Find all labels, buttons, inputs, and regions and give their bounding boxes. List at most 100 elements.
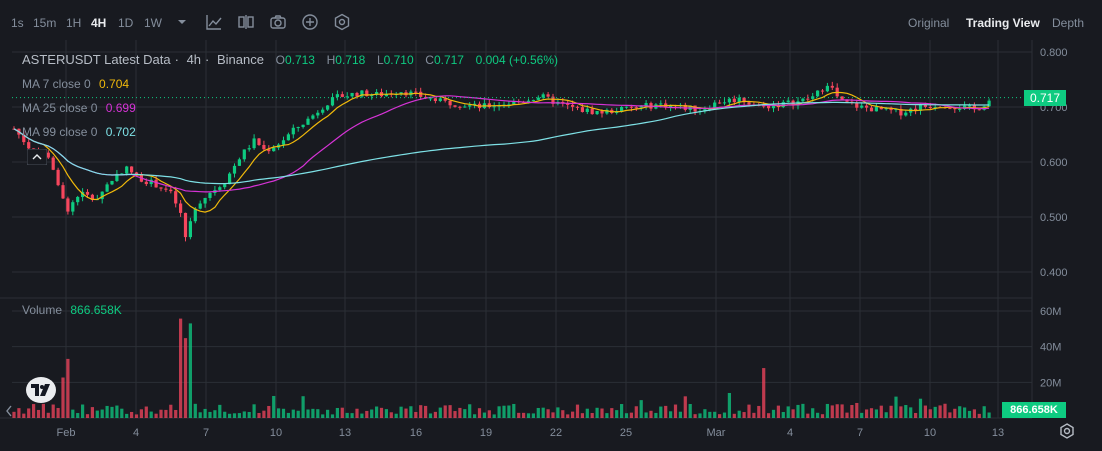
volume-bar bbox=[580, 413, 584, 418]
volume-bar bbox=[443, 405, 447, 418]
volume-bar bbox=[22, 413, 26, 418]
legend-low: 0.710 bbox=[383, 53, 414, 67]
volume-bar bbox=[904, 405, 908, 418]
candle-body bbox=[571, 104, 575, 107]
date-axis-label: 7 bbox=[203, 427, 209, 439]
view-depth[interactable]: Depth bbox=[1052, 16, 1085, 30]
candle-body bbox=[428, 98, 433, 100]
candle-body bbox=[629, 106, 633, 108]
candle-body bbox=[923, 104, 927, 107]
volume-bar bbox=[183, 338, 188, 418]
candle-body bbox=[732, 98, 736, 103]
volume-bar bbox=[316, 409, 320, 418]
candle-body bbox=[801, 98, 805, 102]
date-axis-label: 22 bbox=[550, 427, 562, 439]
volume-bar bbox=[76, 413, 80, 418]
volume-bar bbox=[291, 409, 295, 418]
date-axis-label: 4 bbox=[133, 427, 139, 439]
volume-bar bbox=[438, 407, 442, 418]
view-original[interactable]: Original bbox=[908, 16, 950, 30]
legend-change: 0.004 (+0.56%) bbox=[475, 53, 558, 67]
indicator-icon[interactable] bbox=[205, 13, 223, 31]
volume-bar bbox=[982, 406, 986, 418]
candle-body bbox=[345, 96, 349, 98]
volume-bar bbox=[404, 408, 408, 418]
candle-body bbox=[130, 166, 134, 173]
candle-body bbox=[286, 134, 290, 141]
chart-settings-gear-icon[interactable] bbox=[1058, 422, 1076, 440]
volume-bar bbox=[477, 408, 482, 418]
candle-body bbox=[830, 85, 834, 88]
timeframe-1s[interactable]: 1s bbox=[11, 16, 24, 30]
volume-bar bbox=[698, 413, 702, 418]
scroll-left-icon[interactable] bbox=[4, 404, 14, 418]
volume-bar bbox=[703, 409, 707, 418]
volume-bar bbox=[860, 412, 864, 418]
legend-interval: 4h bbox=[186, 52, 202, 67]
view-trading-view[interactable]: Trading View bbox=[966, 16, 1040, 30]
candle-body bbox=[845, 99, 849, 102]
timeframe-4h[interactable]: 4H bbox=[91, 16, 107, 30]
volume-bar bbox=[972, 409, 976, 418]
volume-bar bbox=[713, 411, 717, 418]
candle-body bbox=[575, 106, 580, 108]
collapse-legend-chevron-up-icon[interactable] bbox=[27, 149, 47, 165]
volume-bar bbox=[943, 403, 947, 418]
volume-bar bbox=[771, 409, 776, 418]
candle-body bbox=[737, 97, 741, 103]
volume-bar bbox=[208, 411, 212, 418]
volume-bar bbox=[571, 411, 575, 418]
candle-body bbox=[526, 100, 531, 103]
volume-bar bbox=[678, 411, 682, 418]
candle-body bbox=[414, 91, 418, 93]
volume-axis-label: 40M bbox=[1040, 342, 1061, 354]
volume-bar bbox=[370, 409, 374, 418]
candle-body bbox=[242, 149, 246, 160]
legend-high-label: H bbox=[326, 53, 336, 67]
volume-bar bbox=[169, 404, 173, 418]
candle-body bbox=[585, 108, 589, 112]
volume-bar bbox=[125, 413, 129, 418]
volume-bar bbox=[330, 414, 335, 418]
volume-bar bbox=[130, 411, 134, 418]
volume-bar bbox=[561, 410, 565, 418]
candle-body bbox=[933, 107, 937, 109]
volume-bar bbox=[840, 404, 844, 418]
date-axis-label: 19 bbox=[480, 427, 492, 439]
volume-bar bbox=[948, 412, 952, 418]
candle-body bbox=[443, 98, 447, 101]
volume-bar bbox=[198, 412, 202, 418]
volume-bar bbox=[272, 395, 276, 418]
dropdown-triangle-icon[interactable] bbox=[173, 13, 191, 31]
volume-bar bbox=[938, 405, 942, 418]
candle-body bbox=[865, 105, 869, 108]
ma7-value: 0.704 bbox=[99, 77, 130, 91]
volume-bar bbox=[149, 411, 153, 418]
candle-body bbox=[203, 197, 207, 204]
volume-bar bbox=[71, 409, 75, 418]
volume-bar bbox=[874, 409, 878, 418]
candle-body bbox=[615, 112, 619, 114]
candle-body bbox=[154, 179, 158, 188]
volume-bar bbox=[605, 413, 609, 418]
timeframe-15m[interactable]: 15m bbox=[33, 16, 57, 30]
timeframe-1w[interactable]: 1W bbox=[144, 16, 162, 30]
timeframe-1d[interactable]: 1D bbox=[118, 16, 134, 30]
camera-icon[interactable] bbox=[269, 13, 287, 31]
settings-icon[interactable] bbox=[333, 13, 351, 31]
volume-bar bbox=[389, 412, 393, 418]
volume-bar bbox=[732, 413, 736, 418]
add-icon[interactable] bbox=[301, 13, 319, 31]
candle-body bbox=[66, 198, 70, 212]
volume-legend: Volume 866.658K bbox=[22, 303, 122, 317]
timeframe-1h[interactable]: 1H bbox=[66, 16, 82, 30]
volume-bar bbox=[252, 404, 256, 418]
volume-bar bbox=[835, 404, 839, 418]
volume-bar bbox=[473, 414, 477, 418]
compare-icon[interactable] bbox=[237, 13, 255, 31]
volume-bar bbox=[590, 413, 594, 418]
volume-bar bbox=[277, 408, 281, 418]
candle-body bbox=[90, 194, 94, 201]
legend-open: 0.713 bbox=[284, 53, 315, 67]
